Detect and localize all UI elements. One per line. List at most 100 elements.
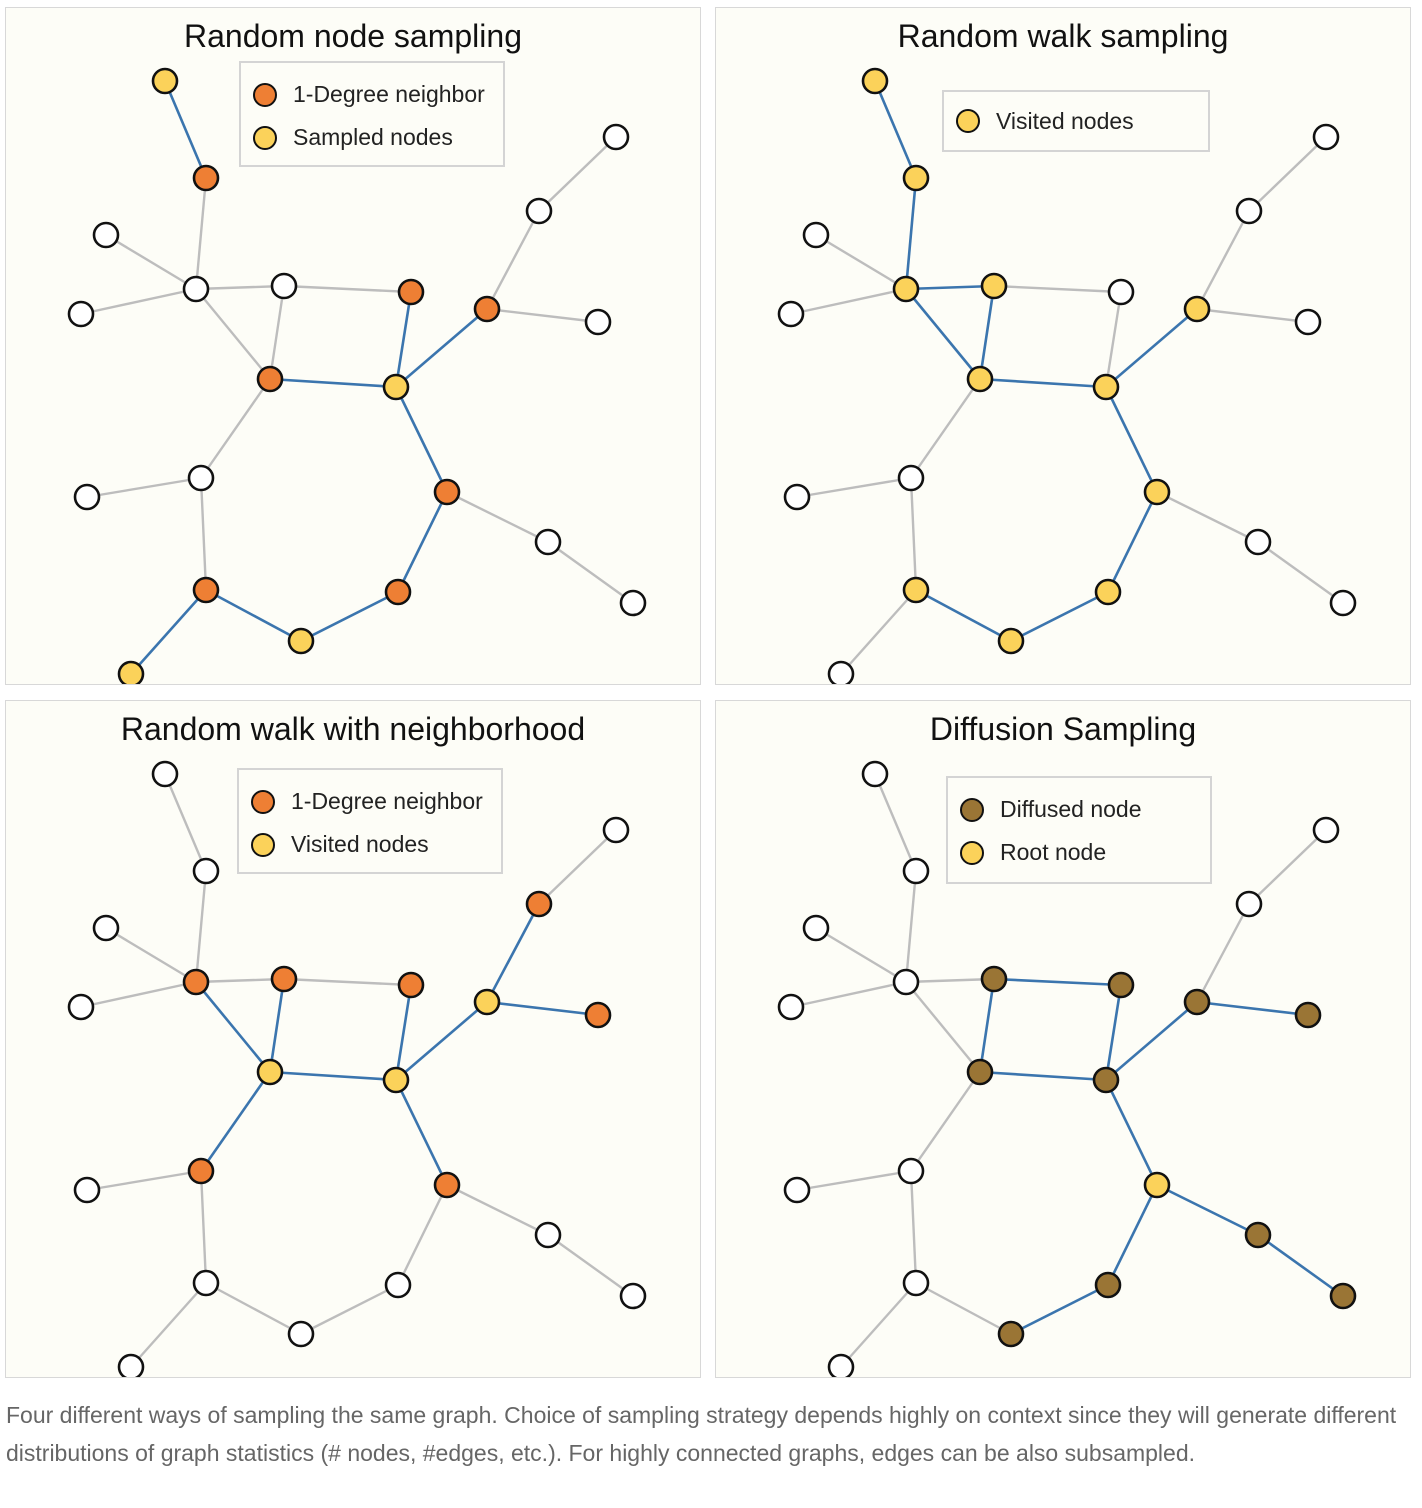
node-c-plain [92,221,120,249]
edge-u-v [1010,590,1109,643]
edge-c-d [815,233,907,291]
edge-a-b [163,80,208,179]
edge-a-b [873,80,918,179]
edge-l-m [269,377,397,389]
node-r-plain [619,1282,647,1310]
node-p-neighbor [433,1171,461,1199]
edge-n-s [909,1170,918,1284]
edge-p-m [394,386,449,493]
node-f-neighbor [270,965,298,993]
edge-n-o [86,1169,202,1192]
node-t-plain [117,1353,145,1377]
neighbor-swatch-icon [253,82,277,107]
node-b-plain [192,857,220,885]
edge-p-m [1104,386,1159,493]
legend: 1-Degree neighbor Visited nodes [237,768,503,874]
legend-item-diffused: Diffused node [960,788,1198,831]
legend-label: 1-Degree neighbor [293,81,485,107]
edge-n-o [86,476,202,499]
legend: Visited nodes [942,90,1210,152]
node-e-plain [67,300,95,328]
node-d-plain [892,968,920,996]
visited-swatch-icon [956,109,980,133]
edge-p-q [446,490,549,544]
edge-e-d [80,980,197,1009]
node-o-plain [73,483,101,511]
edge-p-q [446,1183,549,1237]
legend-label: Sampled nodes [293,124,453,150]
edge-m-h [395,308,488,388]
node-t-plain [827,660,855,684]
edge-n-o [796,1169,912,1192]
edge-d-f [195,284,285,291]
edge-u-v [300,590,399,643]
node-i-plain [1235,197,1263,225]
node-j-plain [602,123,630,151]
legend-label: Root node [1000,839,1107,865]
node-q-plain [534,1221,562,1249]
node-n-plain [187,464,215,492]
node-l-sampled [256,1058,284,1086]
graph [777,67,1357,684]
edge-f-g [283,977,412,987]
node-n-plain [897,1157,925,1185]
edge-n-s [199,1170,208,1284]
edge-d-f [905,977,995,984]
panel-random-walk-with-neighborhood: Random walk with neighborhood 1-Degree n… [5,700,701,1378]
edge-f-l [268,978,286,1073]
node-k-plain [1294,308,1322,336]
graph [67,760,647,1377]
node-q-diffused [1244,1221,1272,1249]
graph [67,67,647,684]
node-j-plain [1312,123,1340,151]
node-m-diffused [1092,1066,1120,1094]
edge-f-l [978,978,996,1073]
edge-p-m [394,1079,449,1186]
root-swatch-icon [960,840,984,865]
node-t-sampled [117,660,145,684]
edge-q-r [1257,541,1344,604]
node-c-plain [802,914,830,942]
edge-s-t [130,589,207,675]
node-g-diffused [1107,971,1135,999]
panel-title: Diffusion Sampling [929,711,1197,747]
edge-b-d [904,177,918,290]
edge-d-f [195,977,285,984]
node-d-sampled [892,275,920,303]
edge-c-d [105,926,197,984]
edge-v-p [396,1184,449,1286]
edge-h-k [1196,1000,1309,1017]
node-d-neighbor [182,968,210,996]
edge-i-j [1248,829,1327,905]
legend-item-neighbor: 1-Degree neighbor [253,73,491,116]
node-v-sampled [1094,578,1122,606]
node-s-sampled [902,576,930,604]
node-f-plain [270,272,298,300]
node-c-plain [802,221,830,249]
edge-q-r [1257,1233,1344,1298]
edge-g-m [1104,984,1123,1081]
edge-d-l [194,981,272,1073]
node-u-sampled [997,627,1025,655]
node-v-plain [384,1271,412,1299]
node-h-sampled [473,988,501,1016]
edge-h-i [485,210,541,310]
edge-b-d [194,177,208,290]
legend-label: Visited nodes [996,107,1134,134]
edge-l-n [200,378,271,479]
node-r-plain [1329,589,1357,617]
neighbor-swatch-icon [251,789,275,814]
node-g-neighbor [397,278,425,306]
panel-diffusion-sampling: Diffusion Sampling Diffused node Root no… [715,700,1411,1378]
node-i-plain [1235,890,1263,918]
legend: Diffused node Root node [946,776,1212,884]
node-f-sampled [980,272,1008,300]
node-e-plain [777,300,805,328]
node-a-plain [151,760,179,788]
edge-v-p [1106,491,1159,593]
legend-item-visited: Visited nodes [251,823,489,866]
node-n-plain [897,464,925,492]
node-q-plain [1244,528,1272,556]
edge-a-b [163,773,208,872]
edge-b-d [194,870,208,983]
